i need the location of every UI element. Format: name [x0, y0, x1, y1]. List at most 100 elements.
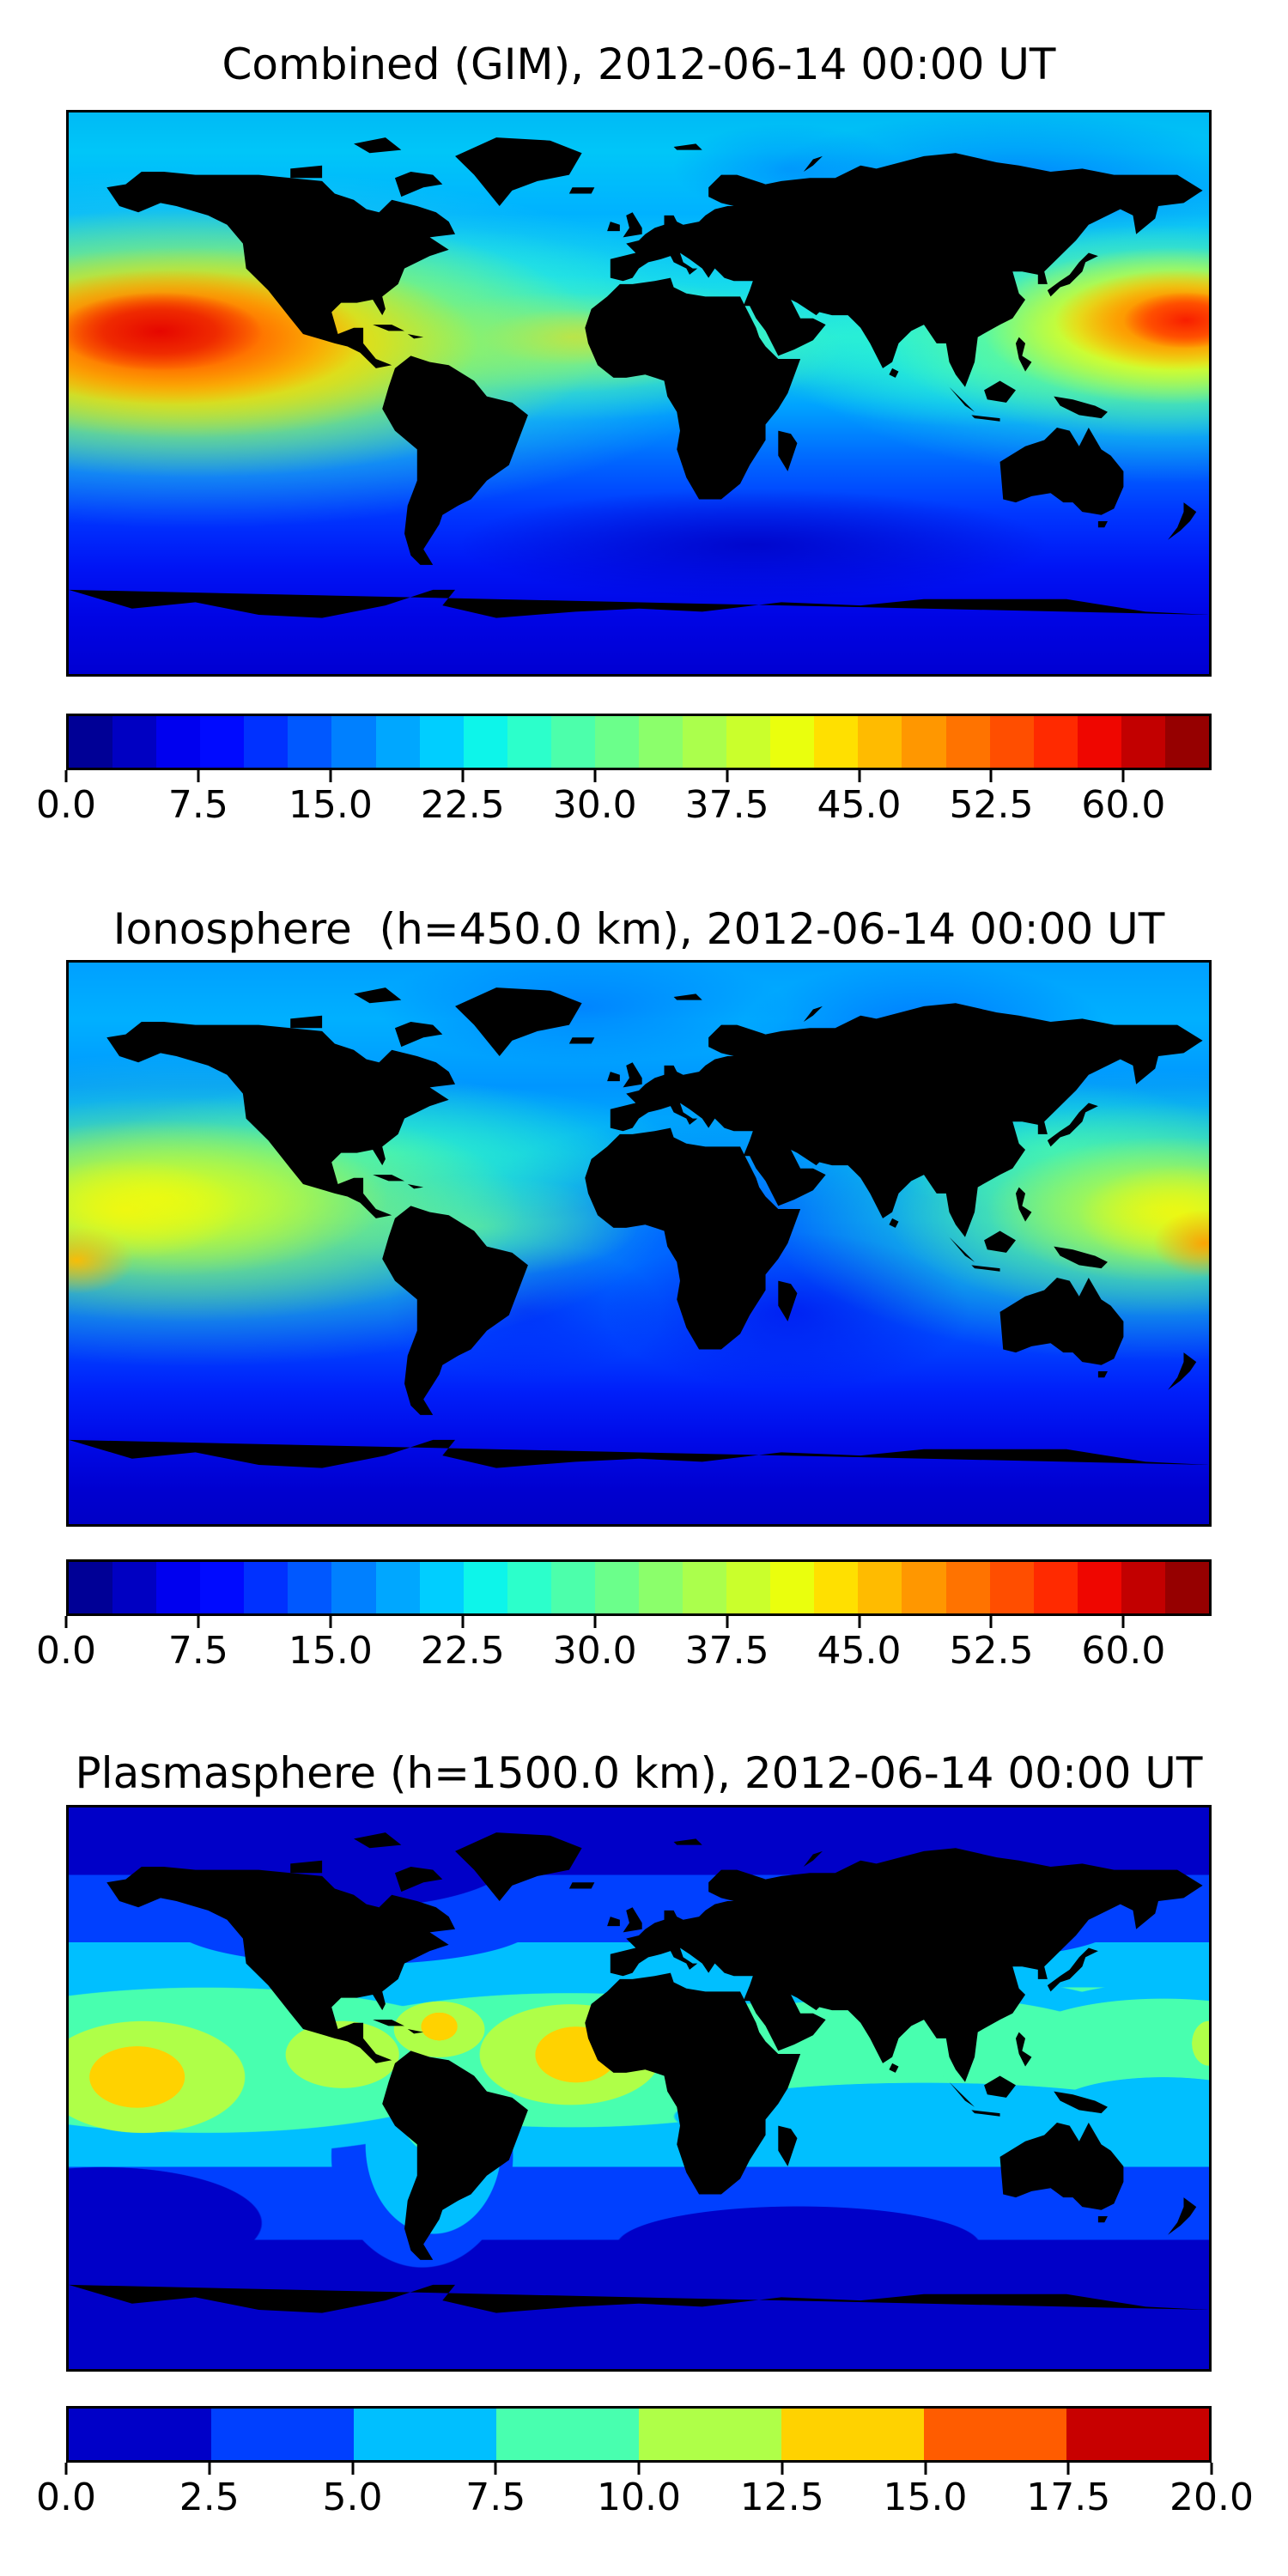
tick-label: 22.5 — [420, 1629, 505, 1673]
colorbar-ticks-combined: 0.0 7.5 15.0 22.5 30.0 37.5 45.0 52.5 60.0 — [36, 770, 1212, 848]
colorbar-band — [211, 2409, 354, 2460]
tick-label: 15.0 — [288, 1629, 373, 1673]
colorbar-band — [200, 1562, 245, 1613]
colorbar-band — [945, 716, 990, 768]
colorbar-band — [550, 716, 595, 768]
colorbar-band — [726, 716, 771, 768]
colorbar-band — [1033, 1562, 1078, 1613]
tick-mark — [494, 2463, 497, 2475]
tick-mark — [637, 2463, 641, 2475]
colorbar-band — [594, 1562, 640, 1613]
tick-mark — [329, 1616, 332, 1628]
tick-label: 15.0 — [883, 2476, 968, 2519]
tick-label: 52.5 — [949, 1629, 1034, 1673]
tick-mark — [858, 1616, 861, 1628]
tick-mark — [989, 770, 993, 782]
colorbar-band — [683, 716, 727, 768]
coastline-overlay — [69, 987, 1209, 1468]
tick-mark — [593, 770, 597, 782]
colorbar-band — [200, 716, 245, 768]
coastline-overlay — [69, 1832, 1209, 2313]
colorbar-band — [156, 716, 201, 768]
colorbar-band — [902, 1562, 946, 1613]
tick-label: 7.5 — [167, 1629, 228, 1673]
colorbar-band — [1164, 716, 1210, 768]
colorbar-band — [814, 716, 859, 768]
colorbar-band — [288, 716, 332, 768]
tec-map-ionosphere — [66, 960, 1212, 1527]
colorbar-band — [375, 716, 420, 768]
colorbar-band — [989, 716, 1034, 768]
colorbar-band — [331, 716, 376, 768]
colorbar-band — [902, 716, 946, 768]
tick-label: 0.0 — [36, 2476, 96, 2519]
panel-title-combined: Combined (GIM), 2012-06-14 00:00 UT — [222, 39, 1056, 89]
tick-mark — [351, 2463, 354, 2475]
colorbar-band — [288, 1562, 332, 1613]
tick-mark — [64, 770, 68, 782]
colorbar-band — [112, 716, 157, 768]
tick-label: 17.5 — [1026, 2476, 1111, 2519]
colorbar-band — [814, 1562, 859, 1613]
tick-mark — [329, 770, 332, 782]
tick-mark — [858, 770, 861, 782]
colorbar-band — [1077, 716, 1121, 768]
tick-label: 30.0 — [552, 783, 637, 827]
panel-title-plasmasphere: Plasmasphere (h=1500.0 km), 2012-06-14 0… — [75, 1748, 1203, 1798]
tick-label: 60.0 — [1081, 783, 1166, 827]
tec-map-plasmasphere — [66, 1805, 1212, 2372]
tick-mark — [1121, 1616, 1125, 1628]
tick-mark — [461, 1616, 465, 1628]
colorbar-ticks-plasmasphere: 0.0 2.5 5.0 7.5 10.0 12.5 15.0 17.5 20.0 — [36, 2463, 1254, 2540]
colorbar-band — [419, 716, 464, 768]
colorbar-band — [924, 2409, 1066, 2460]
tick-label: 5.0 — [322, 2476, 383, 2519]
colorbar-band — [419, 1562, 464, 1613]
panel-title-ionosphere: Ionosphere (h=450.0 km), 2012-06-14 00:0… — [112, 904, 1165, 954]
tick-label: 22.5 — [420, 783, 505, 827]
colorbar-band — [496, 2409, 639, 2460]
colorbar-band — [639, 1562, 683, 1613]
colorbar-band — [1121, 716, 1165, 768]
tick-label: 20.0 — [1170, 2476, 1254, 2519]
colorbar-band — [244, 1562, 289, 1613]
colorbar-band — [112, 1562, 157, 1613]
colorbar-band — [244, 716, 289, 768]
colorbar-band — [463, 1562, 507, 1613]
colorbar-band — [156, 1562, 201, 1613]
tick-mark — [989, 1616, 993, 1628]
colorbar-band — [781, 2409, 924, 2460]
tick-mark — [64, 1616, 68, 1628]
tick-label: 37.5 — [684, 783, 769, 827]
tick-mark — [1121, 770, 1125, 782]
tick-label: 12.5 — [739, 2476, 824, 2519]
tick-label: 37.5 — [684, 1629, 769, 1673]
tick-mark — [461, 770, 465, 782]
tick-mark — [1210, 2463, 1213, 2475]
coastline-overlay — [69, 137, 1209, 618]
tick-mark — [726, 770, 729, 782]
colorbar-band — [1077, 1562, 1121, 1613]
colorbar-band — [1164, 1562, 1210, 1613]
tick-label: 52.5 — [949, 783, 1034, 827]
colorbar-band — [858, 1562, 902, 1613]
colorbar-band — [375, 1562, 420, 1613]
colorbar-plasmasphere — [66, 2406, 1212, 2463]
tick-mark — [64, 2463, 68, 2475]
colorbar-combined — [66, 714, 1212, 770]
colorbar-band — [463, 716, 507, 768]
tec-map-combined — [66, 110, 1212, 677]
tick-mark — [197, 1616, 200, 1628]
colorbar-band — [858, 716, 902, 768]
tick-label: 7.5 — [167, 783, 228, 827]
colorbar-band — [989, 1562, 1034, 1613]
tick-label: 2.5 — [179, 2476, 240, 2519]
tick-label: 15.0 — [288, 783, 373, 827]
colorbar-band — [69, 1562, 113, 1613]
tick-mark — [924, 2463, 927, 2475]
tick-mark — [726, 1616, 729, 1628]
tick-label: 45.0 — [817, 1629, 902, 1673]
colorbar-ticks-ionosphere: 0.0 7.5 15.0 22.5 30.0 37.5 45.0 52.5 60.0 — [36, 1616, 1212, 1693]
colorbar-band — [354, 2409, 496, 2460]
